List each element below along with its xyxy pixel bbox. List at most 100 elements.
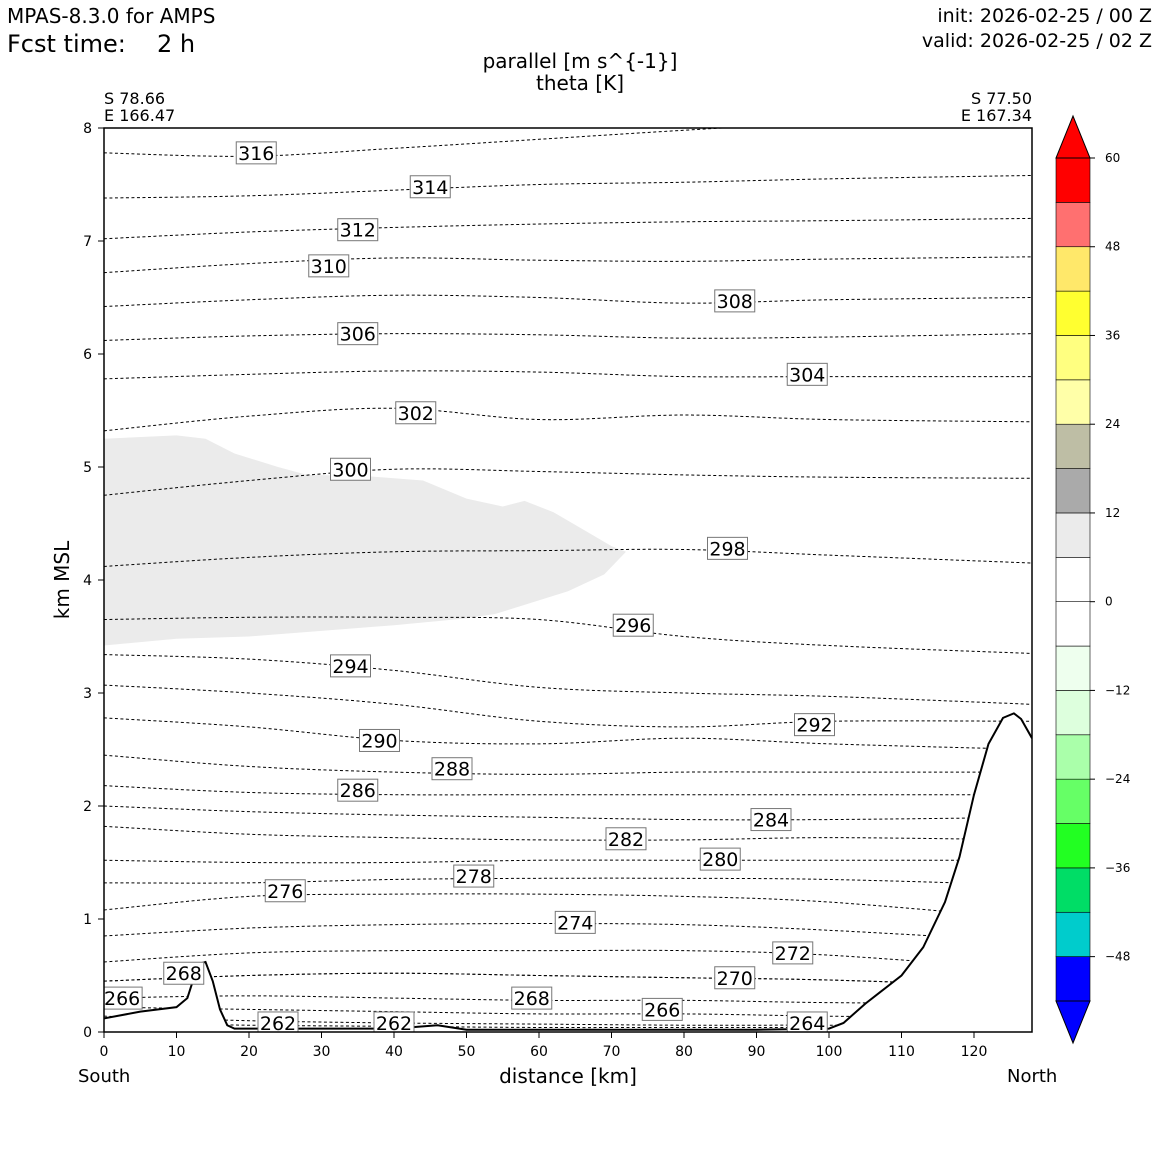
theta-contour-276 — [104, 893, 1032, 920]
colorbar-min-arrow — [1055, 1000, 1091, 1045]
theta-contour-286 — [104, 785, 1032, 796]
colorbar-segment — [1055, 823, 1091, 869]
svg-text:282: 282 — [608, 829, 644, 851]
y-tick-label: 2 — [83, 799, 92, 815]
contour-label-280: 280 — [699, 847, 741, 871]
contour-label-276: 276 — [264, 879, 306, 903]
colorbar-tick-label: 12 — [1105, 506, 1120, 520]
contour-label-292: 292 — [794, 713, 835, 737]
svg-text:306: 306 — [340, 324, 376, 346]
colorbar-segment — [1055, 601, 1091, 647]
x-tick-label: 60 — [530, 1044, 548, 1060]
terrain-fill — [104, 713, 1032, 1032]
north-label: North — [1007, 1066, 1058, 1087]
plot-area: 316 314 312 310 308 306 304 302 300 298 296 294 292 2… — [104, 128, 1032, 1035]
theta-contour-282 — [104, 825, 1032, 841]
theta-contour-312 — [104, 217, 1032, 240]
colorbar-tick-label: −24 — [1105, 772, 1130, 786]
theta-contour-310 — [104, 256, 1032, 274]
fcst-time-label: Fcst time: — [7, 30, 126, 58]
y-tick-label: 4 — [83, 573, 92, 589]
colorbar-segment — [1055, 557, 1091, 602]
colorbar-segment — [1055, 867, 1091, 913]
svg-text:272: 272 — [775, 943, 811, 965]
contour-label-302: 302 — [395, 401, 437, 425]
theta-contour-290 — [104, 717, 1032, 750]
svg-text:266: 266 — [104, 988, 140, 1010]
theta-contour-274 — [104, 923, 1032, 943]
theta-contour-272 — [104, 949, 1032, 971]
contour-label-300: 300 — [330, 457, 371, 481]
theta-contour-300 — [104, 468, 1032, 496]
chart-subtitle: theta [K] — [536, 71, 624, 95]
contour-label-304: 304 — [786, 362, 828, 386]
contour-label-294: 294 — [330, 654, 371, 678]
svg-text:288: 288 — [434, 759, 470, 781]
x-tick-label: 30 — [313, 1044, 331, 1060]
contour-label-268: 268 — [163, 961, 205, 985]
contour-label-288: 288 — [431, 757, 473, 781]
svg-text:262: 262 — [260, 1013, 296, 1035]
contour-label-274: 274 — [554, 910, 596, 934]
theta-contour-266 — [104, 1006, 1032, 1019]
contour-label-284: 284 — [750, 808, 792, 832]
contour-label-290: 290 — [359, 728, 400, 752]
contour-label-266: 266 — [641, 997, 683, 1021]
theta-contour-268 — [104, 972, 1032, 988]
svg-text:304: 304 — [789, 364, 825, 386]
y-tick-label: 3 — [83, 686, 92, 702]
colorbar-segment — [1055, 202, 1091, 248]
colorbar-segment — [1055, 335, 1091, 381]
colorbar-tick-label: 0 — [1105, 595, 1113, 609]
colorbar-segment — [1055, 911, 1091, 957]
svg-text:316: 316 — [238, 143, 274, 165]
colorbar-segment — [1055, 690, 1091, 736]
y-tick-label: 5 — [83, 460, 92, 476]
contour-label-270: 270 — [714, 966, 756, 990]
colorbar-segment — [1055, 512, 1091, 558]
colorbar-segment — [1055, 246, 1091, 292]
colorbar-tick-label: 48 — [1105, 240, 1120, 254]
x-tick-label: 20 — [240, 1044, 258, 1060]
svg-text:296: 296 — [615, 615, 651, 637]
theta-contour-294 — [104, 654, 1032, 705]
svg-text:308: 308 — [717, 291, 753, 313]
svg-text:266: 266 — [644, 999, 680, 1021]
theta-contour-314 — [104, 174, 1032, 199]
theta-contour-278 — [104, 877, 1032, 886]
svg-text:300: 300 — [332, 459, 368, 481]
colorbar-tick-label: 24 — [1105, 417, 1120, 431]
contour-label-308: 308 — [714, 289, 756, 313]
x-tick-label: 40 — [385, 1044, 403, 1060]
model-title: MPAS-8.3.0 for AMPS — [7, 4, 216, 28]
contour-label-306: 306 — [337, 322, 379, 346]
theta-contour-280 — [104, 859, 1032, 864]
y-tick-label: 6 — [83, 347, 92, 363]
colorbar-tick-label: −48 — [1105, 950, 1130, 964]
contour-label-282: 282 — [605, 827, 647, 851]
x-tick-label: 0 — [100, 1044, 109, 1060]
svg-text:292: 292 — [796, 715, 832, 737]
contour-label-278: 278 — [453, 864, 495, 888]
right-endpoint-lat: S 77.50 — [970, 89, 1032, 108]
valid-time: valid: 2026-02-25 / 02 Z — [921, 30, 1152, 52]
shaded-region-0 — [104, 435, 626, 646]
theta-contour-292 — [104, 684, 1032, 728]
x-tick-label: 100 — [816, 1044, 843, 1060]
y-tick-label: 0 — [83, 1025, 92, 1041]
x-tick-label: 50 — [458, 1044, 476, 1060]
x-tick-label: 110 — [888, 1044, 915, 1060]
svg-text:284: 284 — [753, 810, 789, 832]
theta-contour-304 — [104, 370, 1032, 380]
svg-text:314: 314 — [412, 177, 448, 199]
colorbar-segment — [1055, 423, 1091, 469]
colorbar-tick-label: −36 — [1105, 861, 1130, 875]
svg-text:264: 264 — [789, 1013, 825, 1035]
theta-contour-308 — [104, 294, 1032, 308]
colorbar-segment — [1055, 956, 1091, 1002]
x-tick-label: 90 — [748, 1044, 766, 1060]
svg-text:286: 286 — [340, 780, 376, 802]
south-label: South — [78, 1066, 131, 1087]
contour-label-310: 310 — [308, 254, 350, 278]
